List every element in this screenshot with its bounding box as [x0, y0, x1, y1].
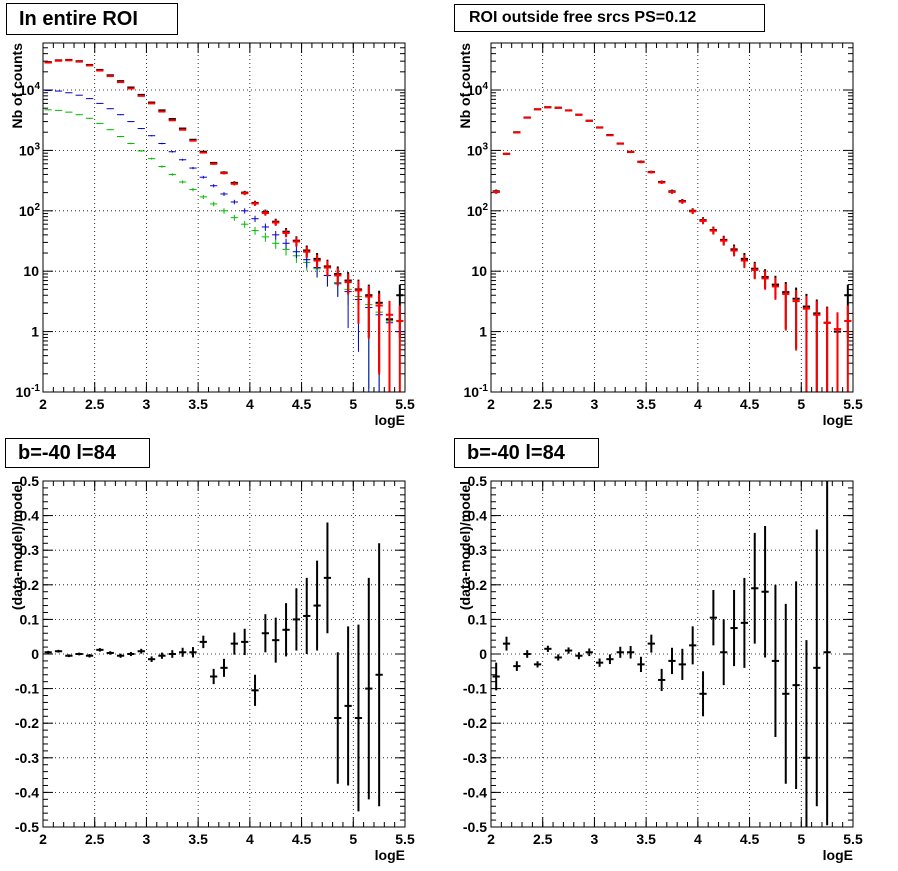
y-tick-label: 10: [23, 263, 39, 279]
x-tick-label: 2: [39, 831, 47, 847]
y-tick-label: 0.2: [20, 577, 40, 593]
y-tick-label: 10: [471, 263, 487, 279]
y-tick-label: 0.3: [468, 542, 488, 558]
x-tick-label: 5: [797, 396, 805, 412]
data-layer: [492, 106, 852, 392]
x-tick-label: 2: [487, 831, 495, 847]
x-tick-label: 4.5: [740, 396, 760, 412]
panel-3-title: b=-40 l=84: [5, 438, 150, 468]
y-tick-label: 0.1: [468, 611, 488, 627]
y-tick-label: 103: [467, 141, 489, 158]
x-tick-label: 3: [591, 831, 599, 847]
y-tick-label: 103: [19, 141, 41, 158]
x-tick-label: 3.5: [188, 831, 208, 847]
y-tick-label: 104: [467, 81, 489, 98]
y-tick-label: -0.5: [463, 819, 487, 835]
y-axis-label: (data-model)/model: [9, 481, 25, 610]
x-tick-label: 2: [487, 396, 495, 412]
x-tick-label: 2.5: [85, 831, 105, 847]
y-tick-label: -0.1: [15, 681, 39, 697]
data-layer: [44, 522, 383, 812]
y-axis-label: Nb of counts: [9, 43, 25, 129]
x-tick-label: 4: [694, 831, 702, 847]
y-tick-label: 0.4: [468, 508, 488, 524]
x-tick-label: 5.5: [843, 396, 863, 412]
y-tick-label: -0.2: [463, 715, 487, 731]
x-axis-label: logE: [823, 412, 853, 428]
y-tick-label: 0: [479, 646, 487, 662]
panel-4: 2 2.5 3 3.5 4 4.5 5 5.5 -0.5 -0.4 -0.3 -0.2 -0.1 0 0.1…: [457, 473, 863, 863]
y-tick-label: -0.4: [463, 784, 487, 800]
panel-3: 2 2.5 3 3.5 4 4.5 5 5.5 -0.5 -0.4 -0.3 -0.2 -0.1 0 0.1…: [9, 473, 415, 863]
y-tick-label: 104: [19, 81, 41, 98]
x-tick-label: 2: [39, 396, 47, 412]
y-tick-label: -0.3: [15, 750, 39, 766]
y-tick-label: -0.2: [15, 715, 39, 731]
panel-2: 2 2.5 3 3.5 4 4.5 5 5.5 10-1 1 10 102 103 104 logE Nb o…: [457, 42, 863, 428]
x-tick-label: 2.5: [533, 396, 553, 412]
x-tick-label: 5.5: [843, 831, 863, 847]
y-tick-label: -0.5: [15, 819, 39, 835]
x-tick-label: 2.5: [533, 831, 553, 847]
y-tick-label: 10-1: [464, 383, 489, 400]
x-tick-label: 4.5: [292, 831, 312, 847]
x-tick-label: 3: [591, 396, 599, 412]
y-tick-label: 10-1: [16, 383, 41, 400]
y-tick-label: 0.5: [468, 473, 488, 489]
data-layer: [44, 58, 404, 392]
x-tick-label: 3.5: [636, 396, 656, 412]
x-tick-label: 5.5: [395, 396, 415, 412]
x-axis-label: logE: [375, 412, 405, 428]
x-tick-label: 4.5: [292, 396, 312, 412]
y-tick-label: 1: [31, 324, 39, 340]
x-tick-label: 3.5: [636, 831, 656, 847]
plot-frame: [42, 42, 406, 393]
x-axis-label: logE: [823, 847, 853, 863]
x-tick-label: 4.5: [740, 831, 760, 847]
y-tick-label: 0.5: [20, 473, 40, 489]
panel-4-title: b=-40 l=84: [454, 438, 599, 468]
plot-frame: [490, 480, 854, 828]
x-tick-label: 4: [246, 831, 254, 847]
x-tick-label: 5: [349, 396, 357, 412]
y-tick-label: -0.4: [15, 784, 39, 800]
x-axis-label: logE: [375, 847, 405, 863]
y-tick-label: 1: [479, 324, 487, 340]
y-tick-label: 0.2: [468, 577, 488, 593]
data-layer: [492, 481, 831, 827]
panel-1: 2 2.5 3 3.5 4 4.5 5 5.5 10-1 1 10 102 103 104 logE Nb o…: [9, 42, 415, 428]
x-tick-label: 3.5: [188, 396, 208, 412]
panel-2-title: ROI outside free srcs PS=0.12: [454, 4, 765, 32]
x-tick-label: 3: [143, 396, 151, 412]
y-tick-label: 0.3: [20, 542, 40, 558]
y-tick-label: 0.1: [20, 611, 40, 627]
y-tick-label: 0.4: [20, 508, 40, 524]
y-tick-label: -0.1: [463, 681, 487, 697]
x-tick-label: 5: [349, 831, 357, 847]
panel-1-title: In entire ROI: [6, 3, 178, 35]
y-tick-label: -0.3: [463, 750, 487, 766]
plot-frame: [42, 480, 406, 828]
x-tick-label: 5: [797, 831, 805, 847]
y-tick-label: 0: [31, 646, 39, 662]
y-axis-label: Nb of counts: [457, 43, 473, 129]
plot-frame: [490, 42, 854, 393]
x-tick-label: 2.5: [85, 396, 105, 412]
y-tick-label: 102: [19, 202, 41, 219]
x-tick-label: 3: [143, 831, 151, 847]
x-tick-label: 4: [694, 396, 702, 412]
y-axis-label: (data-model)/model: [457, 481, 473, 610]
y-tick-label: 102: [467, 202, 489, 219]
x-tick-label: 4: [246, 396, 254, 412]
x-tick-label: 5.5: [395, 831, 415, 847]
